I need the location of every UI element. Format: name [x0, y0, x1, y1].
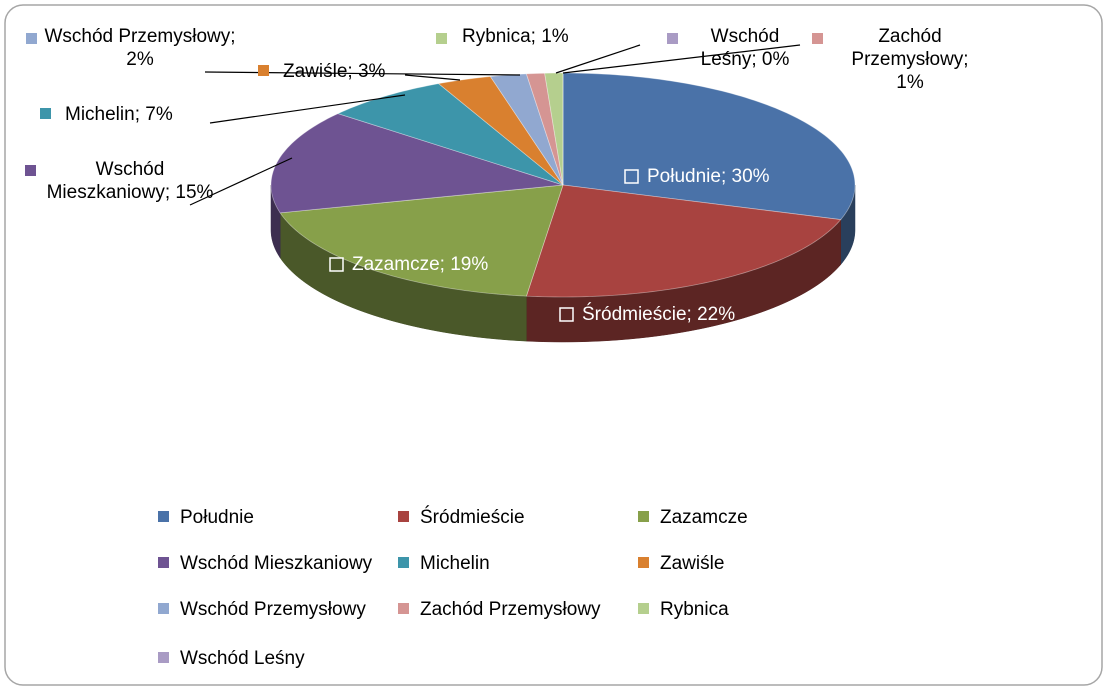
slice: [279, 184, 564, 297]
legend-label: Wschód Leśny: [180, 648, 305, 669]
legend-label: Południe: [180, 507, 254, 528]
label-marker: [329, 257, 344, 272]
slice: [270, 113, 564, 214]
legend-label: Zazamcze: [660, 507, 748, 528]
legend-label: Rybnica: [660, 599, 729, 620]
slice: [525, 184, 842, 298]
legend-swatch: [638, 603, 649, 614]
slice: [336, 83, 564, 186]
data-label: Zazamcze; 19%: [352, 254, 488, 275]
label-marker: [559, 307, 574, 322]
label-marker: [258, 65, 269, 76]
data-label: Wschód Przemysłowy; 2%: [44, 26, 236, 70]
legend-label: Śródmieście: [420, 506, 525, 528]
label-marker: [25, 165, 36, 176]
data-label: Wschód Leśny; 0%: [700, 26, 790, 70]
data-label: Południe; 30%: [647, 166, 770, 187]
legend-swatch: [158, 603, 169, 614]
data-label: Michelin; 7%: [65, 104, 173, 125]
legend-label: Wschód Mieszkaniowy: [180, 553, 373, 574]
leader-line: [562, 44, 801, 74]
data-label: Wschód Mieszkaniowy; 15%: [46, 159, 214, 203]
legend-swatch: [158, 652, 169, 663]
legend-swatch: [398, 603, 409, 614]
data-label: Rybnica; 1%: [462, 26, 569, 47]
leader-line: [404, 74, 461, 81]
data-label: Zachód Przemysłowy; 1%: [851, 26, 969, 93]
legend-swatch: [398, 511, 409, 522]
legend-swatch: [158, 557, 169, 568]
label-marker: [436, 33, 447, 44]
legend-swatch: [158, 511, 169, 522]
legend-label: Zachód Przemysłowy: [420, 599, 601, 620]
leader-line: [204, 71, 521, 76]
legend-label: Zawiśle: [660, 553, 724, 574]
legend-label: Wschód Przemysłowy: [180, 599, 366, 620]
slice: [437, 76, 564, 186]
data-label: Śródmieście; 22%: [582, 303, 735, 325]
label-marker: [812, 33, 823, 44]
label-marker: [26, 33, 37, 44]
label-marker: [624, 169, 639, 184]
legend-label: Michelin: [420, 553, 490, 574]
data-label: Zawiśle; 3%: [283, 61, 386, 82]
legend-swatch: [398, 557, 409, 568]
label-marker: [667, 33, 678, 44]
label-marker: [40, 108, 51, 119]
legend-swatch: [638, 557, 649, 568]
legend-swatch: [638, 511, 649, 522]
leader-line: [209, 94, 406, 124]
leader-line: [555, 44, 641, 74]
leader-line: [189, 157, 293, 206]
